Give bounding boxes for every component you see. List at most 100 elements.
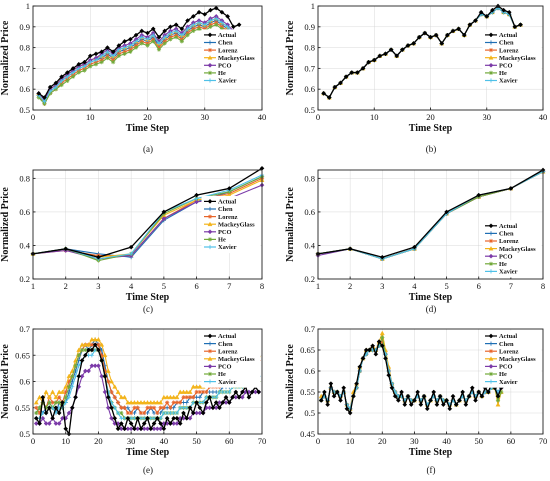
x-tick-label: 30: [410, 436, 419, 446]
data-point: [450, 393, 456, 399]
data-point: [79, 342, 85, 347]
data-point: [399, 389, 404, 395]
data-point: [439, 41, 445, 46]
data-point: [367, 347, 372, 353]
data-point: [105, 45, 110, 50]
data-point: [197, 395, 202, 400]
data-point: [440, 402, 446, 407]
data-point: [138, 399, 144, 405]
data-point: [167, 394, 173, 400]
data-point: [154, 415, 160, 421]
data-point: [226, 400, 232, 405]
legend-entry: Lorenz: [218, 47, 238, 54]
data-point: [66, 395, 72, 400]
data-point: [202, 11, 208, 17]
data-point: [207, 394, 213, 400]
data-point: [444, 209, 449, 215]
legend-entry: MackeyGlass: [218, 221, 255, 228]
data-point: [196, 26, 202, 31]
data-point: [347, 246, 353, 252]
data-point: [213, 400, 219, 405]
data-point: [158, 399, 164, 405]
legend-entry: Lorenz: [499, 238, 519, 245]
legend-marker: [207, 40, 213, 45]
legend-marker: [207, 70, 213, 75]
data-point: [421, 393, 427, 399]
data-point: [99, 342, 105, 347]
data-point: [165, 400, 170, 405]
data-point: [111, 53, 116, 59]
data-point: [156, 47, 162, 52]
data-point: [253, 389, 258, 395]
data-point: [495, 393, 501, 399]
data-point: [437, 393, 443, 399]
data-point: [65, 78, 70, 83]
data-point: [343, 74, 349, 80]
legend-entry: Chen: [499, 231, 514, 238]
data-point: [370, 343, 376, 349]
legend-entry: MackeyGlass: [499, 246, 536, 253]
data-point: [141, 399, 147, 405]
legend-marker: [488, 238, 494, 244]
data-point: [92, 336, 98, 342]
y-tick-label: 0.55: [15, 403, 30, 413]
data-point: [132, 426, 137, 432]
legend-marker: [488, 269, 494, 274]
data-point: [63, 384, 69, 389]
data-point: [416, 34, 422, 40]
data-point: [236, 22, 242, 28]
data-point: [70, 374, 75, 379]
data-point: [194, 384, 200, 389]
data-point: [489, 7, 495, 13]
x-tick-label: 10: [61, 436, 70, 446]
data-point: [196, 9, 202, 15]
data-point: [142, 410, 147, 416]
legend-entry: Chen: [499, 40, 514, 47]
axes-frame: [317, 169, 544, 280]
data-point: [102, 368, 108, 374]
data-point: [112, 395, 117, 400]
data-point: [239, 389, 245, 395]
legend-marker: [207, 206, 213, 212]
data-point: [150, 26, 156, 32]
x-tick-label: 70: [539, 436, 548, 446]
data-point: [86, 347, 91, 353]
data-point: [412, 398, 417, 403]
data-point: [190, 14, 196, 19]
data-point: [158, 421, 163, 426]
data-point: [197, 384, 203, 389]
x-tick-label: 1: [31, 281, 35, 291]
data-point: [99, 373, 105, 379]
data-point: [37, 410, 42, 416]
data-point: [63, 395, 68, 400]
data-point: [151, 399, 157, 405]
y-tick-label: 0.9: [304, 22, 315, 32]
legend-marker: [207, 237, 213, 242]
data-point: [168, 405, 173, 410]
chart-panel-0: 0 10 20 30 40 0.5 0.6 0.7 0.8 0.9 1 Time Step Normal…: [0, 1, 266, 154]
data-point: [190, 410, 196, 416]
data-point: [204, 400, 209, 405]
data-point: [40, 394, 46, 400]
data-point: [145, 30, 150, 36]
data-point: [138, 426, 144, 432]
x-tick-label: 8: [541, 281, 545, 291]
legend-marker: [207, 379, 213, 384]
legend-entry: Xavier: [499, 78, 518, 85]
data-point: [122, 394, 128, 400]
data-point: [156, 41, 162, 46]
data-point: [256, 389, 262, 395]
x-tick-label: 3: [96, 281, 100, 291]
data-point: [354, 381, 359, 386]
legend-entry: Chen: [218, 40, 233, 47]
legend-entry: Actual: [499, 32, 517, 39]
data-point: [46, 394, 52, 400]
data-point: [139, 41, 144, 46]
data-point: [219, 26, 225, 31]
legend-entry: MackeyGlass: [499, 55, 536, 62]
data-point: [37, 394, 42, 400]
series-line: [317, 169, 544, 258]
y-tick-label: 0.2: [19, 274, 30, 284]
data-point: [179, 26, 185, 32]
data-point: [161, 209, 167, 215]
